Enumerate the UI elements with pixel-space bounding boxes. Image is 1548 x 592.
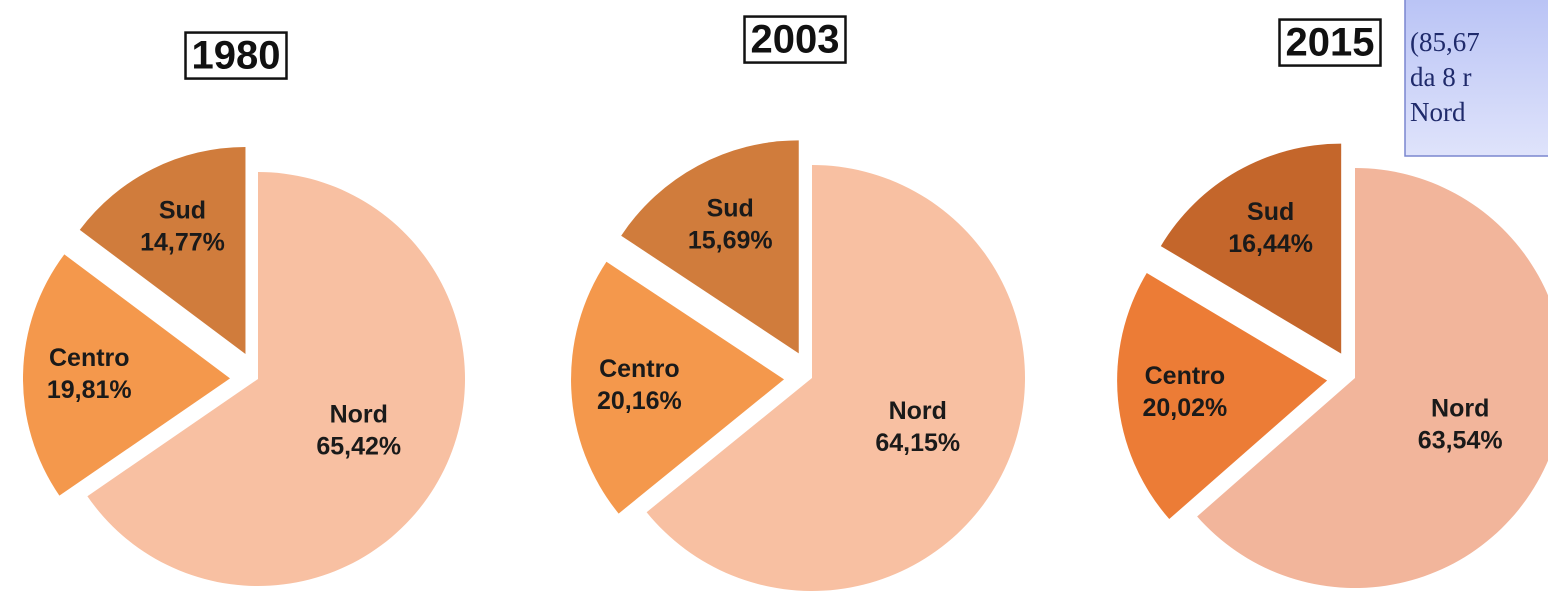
slice-value-label: 64,15% bbox=[875, 429, 960, 457]
chart-title: 1980 bbox=[192, 34, 281, 78]
slice-value-label: 16,44% bbox=[1228, 230, 1313, 258]
slice-value-label: 20,02% bbox=[1143, 394, 1228, 422]
note-line: (85,67 bbox=[1410, 27, 1480, 57]
slice-category-label: Sud bbox=[159, 197, 206, 225]
note-box: (85,67 da 8 r Nord bbox=[1404, 0, 1548, 157]
chart-title: 2015 bbox=[1286, 21, 1375, 65]
slice-value-label: 65,42% bbox=[316, 433, 401, 461]
pie-slice bbox=[1197, 168, 1548, 588]
slice-category-label: Sud bbox=[707, 194, 754, 222]
pie-slice bbox=[646, 165, 1025, 591]
note-line: Nord bbox=[1410, 97, 1466, 127]
chart-title: 2003 bbox=[751, 18, 840, 62]
note-background bbox=[1404, 0, 1548, 157]
slice-value-label: 19,81% bbox=[47, 376, 132, 404]
slice-value-label: 20,16% bbox=[597, 387, 682, 415]
pie-slice bbox=[1160, 143, 1342, 354]
slice-category-label: Nord bbox=[1431, 394, 1489, 422]
pie-slice bbox=[621, 140, 799, 354]
slice-category-label: Nord bbox=[889, 397, 947, 425]
title-box bbox=[1278, 18, 1382, 67]
slice-value-label: 14,77% bbox=[140, 229, 225, 257]
charts: Nord 65,42% Centro 19,81% Sud 14,77% 1980 Nord 6… bbox=[23, 15, 1548, 591]
slice-value-label: 63,54% bbox=[1418, 426, 1503, 454]
pie-slice bbox=[23, 254, 231, 496]
slice-category-label: Sud bbox=[1247, 198, 1294, 226]
slice-category-label: Centro bbox=[599, 355, 680, 383]
pie-slice bbox=[571, 261, 785, 514]
slice-category-label: Centro bbox=[49, 344, 130, 372]
slice-category-label: Nord bbox=[330, 401, 388, 429]
pie-slice bbox=[79, 146, 246, 354]
pie-slice bbox=[1117, 272, 1328, 520]
title-box bbox=[743, 15, 847, 64]
note-line: da 8 r bbox=[1410, 62, 1471, 92]
title-box bbox=[184, 31, 288, 80]
slice-category-label: Centro bbox=[1145, 362, 1226, 390]
pie-slice bbox=[87, 172, 465, 586]
slice-value-label: 15,69% bbox=[688, 226, 773, 254]
